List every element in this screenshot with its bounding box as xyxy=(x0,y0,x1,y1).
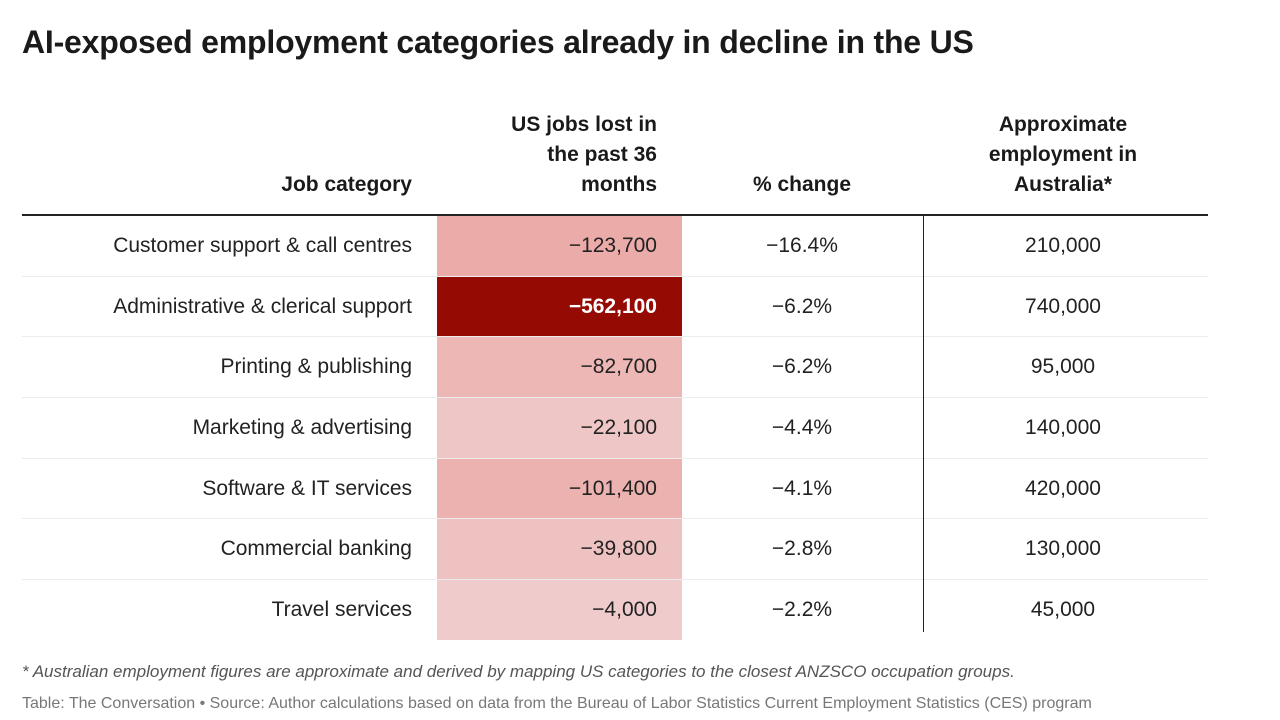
table-row: Travel services −4,000 −2.2% 45,000 xyxy=(22,580,1208,640)
cell-jobs-lost: −562,100 xyxy=(437,276,682,337)
cell-pct-change: −4.4% xyxy=(771,415,833,439)
cell-pct-change: −2.8% xyxy=(771,537,833,561)
header-aus-line-1: Approximate xyxy=(998,113,1128,136)
column-divider xyxy=(923,214,924,632)
header-aus-line-3: Australia* xyxy=(1013,173,1113,196)
table-row: Administrative & clerical support −562,10… xyxy=(22,276,1208,338)
source-note: Table: The Conversation • Source: Author… xyxy=(22,695,1092,712)
header-job-category: Job category xyxy=(281,173,412,196)
cell-jobs-lost: −101,400 xyxy=(437,458,682,519)
cell-jobs-lost: −82,700 xyxy=(437,337,682,398)
cell-jobs-lost: −22,100 xyxy=(437,398,682,458)
cell-pct-change: −4.1% xyxy=(771,476,833,500)
cell-job-category: Marketing & advertising xyxy=(192,415,412,439)
cell-jobs-lost: −4,000 xyxy=(437,580,682,640)
table-row: Marketing & advertising −22,100 −4.4% 140,0… xyxy=(22,398,1208,459)
cell-job-category: Administrative & clerical support xyxy=(113,294,412,318)
data-table: Job category US jobs lost in the past 36… xyxy=(22,108,1208,640)
cell-australia: 210,000 xyxy=(1025,233,1101,257)
cell-pct-change: −6.2% xyxy=(771,294,833,318)
cell-australia: 740,000 xyxy=(1025,294,1101,318)
header-pct-change: % change xyxy=(752,173,852,196)
header-jobs-line-1: US jobs lost in xyxy=(511,113,657,136)
table-row: Software & IT services −101,400 −4.1% 420,0… xyxy=(22,458,1208,520)
cell-jobs-lost: −39,800 xyxy=(437,519,682,580)
cell-jobs-lost: −123,700 xyxy=(437,216,682,276)
header-jobs-line-3: months xyxy=(581,173,657,196)
table-row: Printing & publishing −82,700 −6.2% 95,000 xyxy=(22,337,1208,399)
table-header: Job category US jobs lost in the past 36… xyxy=(22,108,1208,216)
cell-australia: 140,000 xyxy=(1025,415,1101,439)
cell-job-category: Customer support & call centres xyxy=(113,233,412,257)
chart-title: AI-exposed employment categories already… xyxy=(22,24,974,60)
table-row: Commercial banking −39,800 −2.8% 130,000 xyxy=(22,519,1208,581)
header-aus-line-2: employment in xyxy=(988,143,1138,166)
cell-pct-change: −16.4% xyxy=(766,233,838,257)
cell-australia: 420,000 xyxy=(1025,476,1101,500)
footnote: * Australian employment figures are appr… xyxy=(22,662,1015,681)
cell-job-category: Commercial banking xyxy=(220,537,412,561)
cell-australia: 95,000 xyxy=(1030,355,1096,379)
header-australia: Approximate employment in Australia* xyxy=(963,110,1163,200)
cell-job-category: Travel services xyxy=(271,597,412,621)
cell-pct-change: −6.2% xyxy=(771,355,833,379)
header-jobs-lost: US jobs lost in the past 36 months xyxy=(437,110,657,200)
cell-australia: 130,000 xyxy=(1025,537,1101,561)
cell-job-category: Software & IT services xyxy=(202,476,412,500)
cell-job-category: Printing & publishing xyxy=(220,355,412,379)
cell-pct-change: −2.2% xyxy=(771,597,833,621)
header-jobs-line-2: the past 36 xyxy=(547,143,657,166)
table-body: Customer support & call centres −123,700−… xyxy=(22,216,1208,640)
cell-australia: 45,000 xyxy=(1030,597,1096,621)
table-row: Customer support & call centres −123,700 −… xyxy=(22,216,1208,277)
